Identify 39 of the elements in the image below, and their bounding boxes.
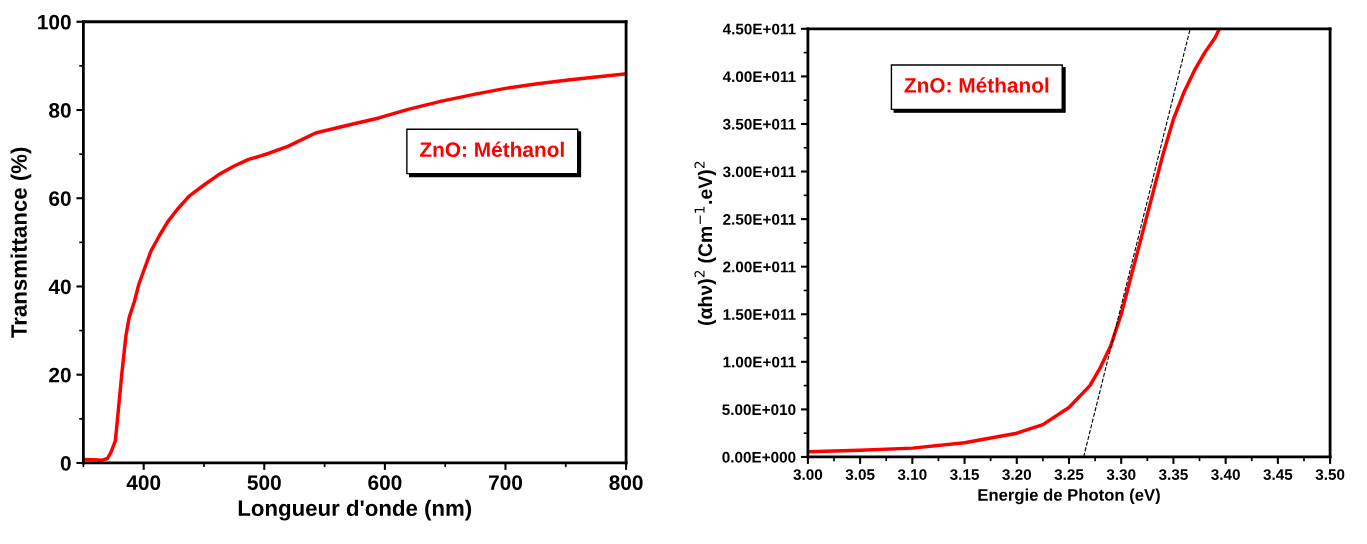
x-tick-label: 500 (247, 475, 281, 491)
y-tick-label: 20 (49, 367, 71, 383)
y-tick-label: 0.00E+000 (722, 451, 796, 463)
text: ZnO: Méthanol (904, 77, 1049, 93)
y-tick-label: 3.00E+011 (722, 166, 796, 178)
y-tick-label: 2.50E+011 (723, 213, 796, 225)
x-tick-label: 3.35 (1158, 469, 1188, 481)
x-tick-label: 3.30 (1106, 469, 1136, 481)
y-tick-label: 4.50E+011 (722, 23, 796, 35)
series-label: ZnO: Méthanol (420, 141, 564, 158)
y-tick-label: 2.00E+011 (723, 261, 796, 273)
y-axis-title: Transmittance (%) (10, 147, 32, 338)
y-tick-label: 1.50E+011 (723, 309, 796, 320)
y-tick-label: 0 (60, 455, 71, 471)
y-tick-label: 100 (38, 14, 71, 30)
x-tick-label: 700 (489, 475, 523, 491)
x-axis-title: Energie de Photon (eV) (978, 488, 1160, 505)
x-tick-label: 600 (368, 475, 402, 491)
x-tick-label: 3.10 (897, 469, 927, 481)
y-tick-label: 80 (49, 103, 71, 118)
y-tick-label: 5.00E+010 (722, 404, 796, 416)
y-tick-label: 40 (48, 279, 71, 295)
y-axis-title: (αhν)$^{2}$ (Cm$^{−1}$.eV)$^{2}$ (694, 161, 716, 325)
x-tick-label: 3.15 (950, 469, 979, 481)
x-tick-label: 3.40 (1211, 469, 1240, 481)
y-tick-label: 60 (49, 191, 71, 206)
x-tick-label: 3.45 (1263, 469, 1293, 481)
x-tick-label: 3.25 (1054, 469, 1084, 481)
x-tick-label: 400 (126, 475, 161, 491)
x-tick-label: 3.50 (1315, 469, 1345, 481)
x-tick-label: 3.00 (793, 469, 823, 481)
y-tick-label: 3.50E+011 (722, 118, 796, 130)
y-tick-label: 1.00E+011 (723, 356, 796, 368)
y-tick-label: 4.00E+011 (722, 71, 796, 83)
x-tick-label: 3.20 (1002, 469, 1032, 481)
line-series (807, 28, 1222, 454)
x-tick-label: 3.05 (845, 469, 875, 481)
x-axis-title: Longueur d'onde (nm) (238, 499, 472, 521)
x-tick-label: 800 (609, 475, 643, 491)
